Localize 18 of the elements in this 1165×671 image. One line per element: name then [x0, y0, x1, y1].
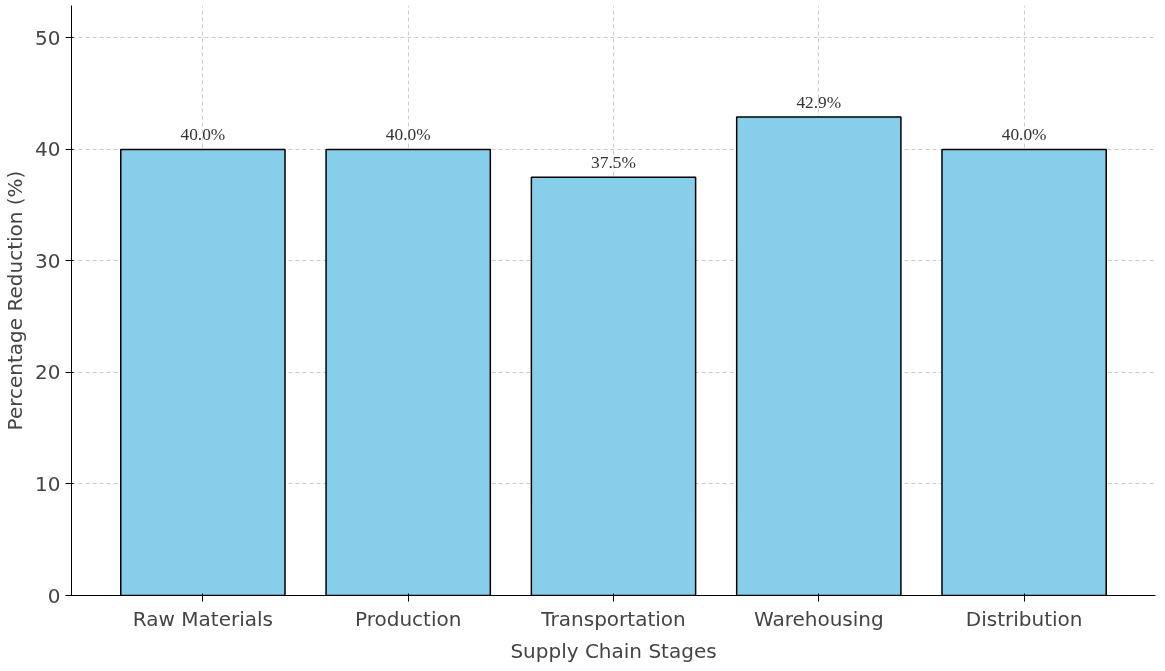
- data-label: 40.0%: [385, 125, 431, 145]
- y-tick-label: 50: [35, 25, 61, 50]
- y-tick-label: 0: [47, 583, 61, 608]
- y-tick-label: 30: [35, 248, 61, 273]
- x-axis-title: Supply Chain Stages: [510, 638, 717, 663]
- y-axis-title: Percentage Reduction (%): [3, 170, 28, 431]
- data-label: 42.9%: [796, 93, 842, 113]
- data-label: 40.0%: [1001, 125, 1047, 145]
- x-tick-label: Warehousing: [753, 606, 884, 631]
- x-tick-label: Transportation: [540, 606, 686, 631]
- y-tick-label: 10: [35, 471, 61, 496]
- x-tick-label: Distribution: [965, 606, 1083, 631]
- x-tick-label: Raw Materials: [132, 606, 273, 631]
- y-tick-label: 40: [35, 137, 61, 162]
- x-tick-label: Production: [354, 606, 462, 631]
- y-tick-label: 20: [35, 360, 61, 385]
- data-label: 37.5%: [591, 153, 636, 173]
- data-label: 40.0%: [180, 125, 226, 145]
